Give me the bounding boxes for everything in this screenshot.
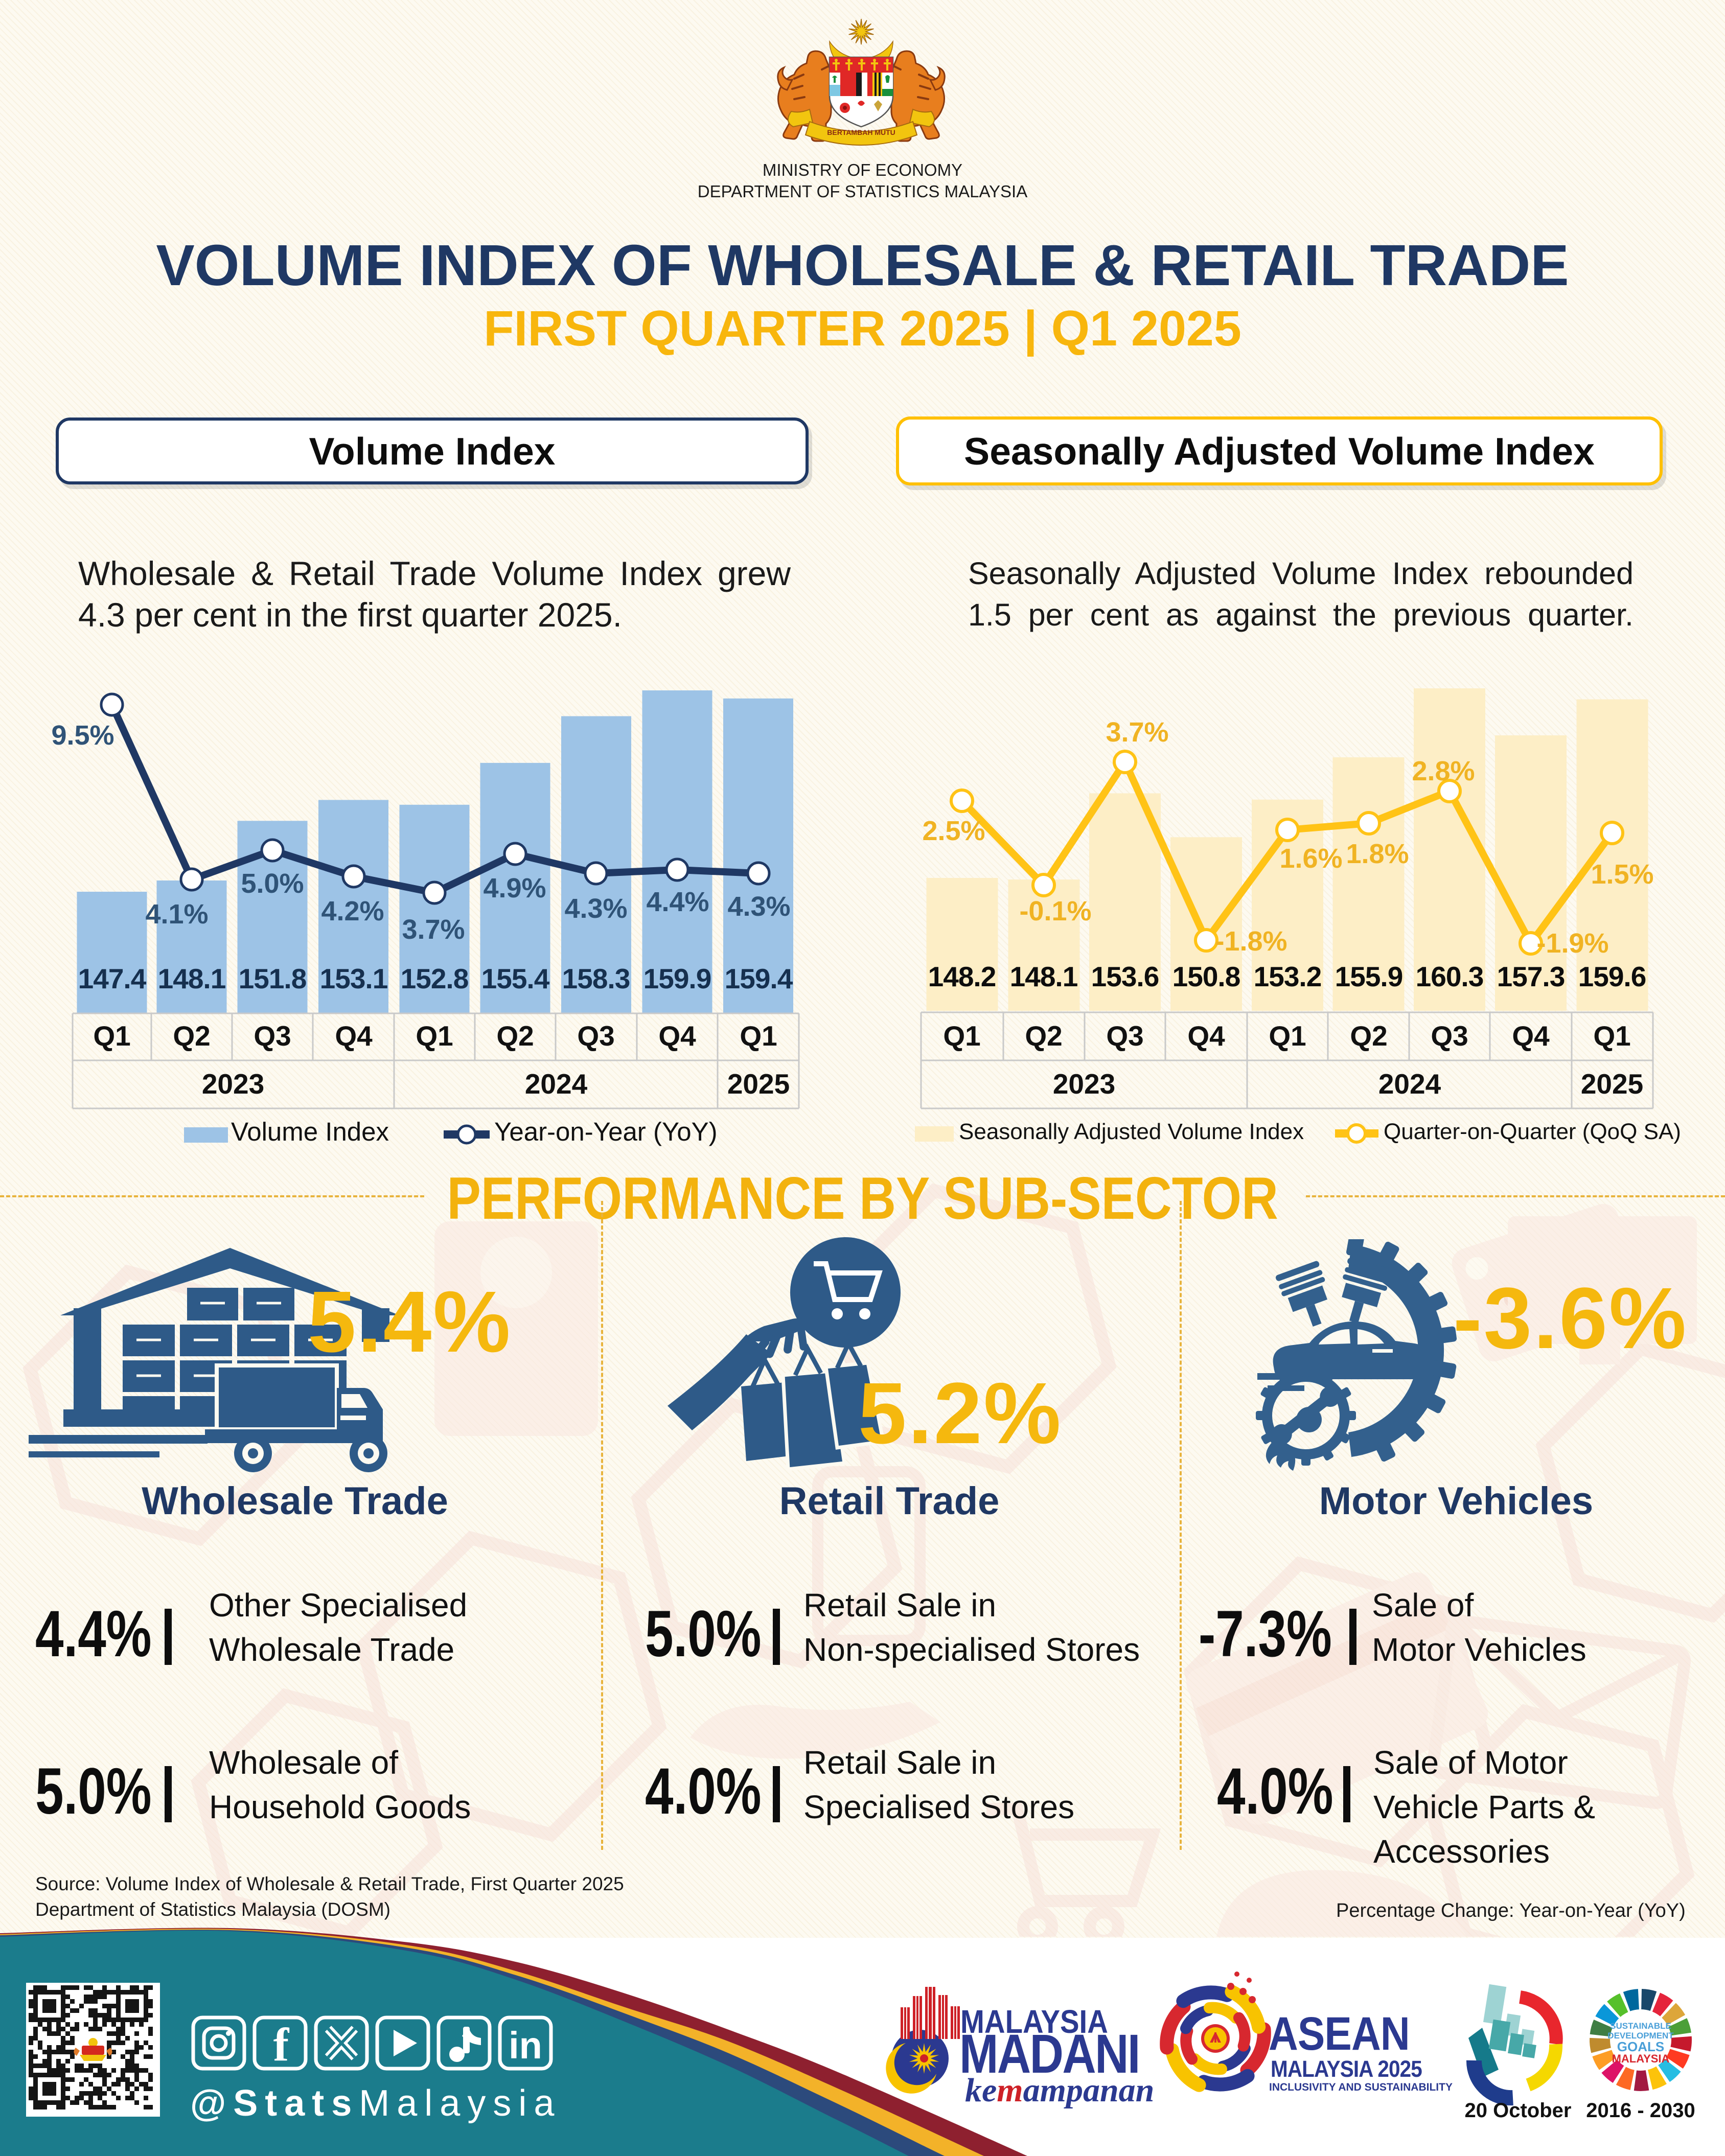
- svg-text:148.2: 148.2: [928, 961, 996, 992]
- svg-text:Q2: Q2: [173, 1020, 210, 1052]
- svg-text:2025: 2025: [1581, 1068, 1643, 1100]
- svg-text:2023: 2023: [1053, 1068, 1115, 1100]
- svg-text:2.5%: 2.5%: [922, 816, 985, 846]
- svg-text:Seasonally Adjusted Volume Ind: Seasonally Adjusted Volume Index: [959, 1119, 1304, 1144]
- svg-text:4.3%: 4.3%: [727, 891, 790, 922]
- svg-text:MALAYSIA: MALAYSIA: [960, 2003, 1108, 2040]
- svg-text:Q1: Q1: [1269, 1020, 1306, 1052]
- svg-text:f: f: [273, 2019, 290, 2071]
- svg-text:SUSTAINABLE: SUSTAINABLE: [1610, 2021, 1671, 2031]
- svg-text:148.1: 148.1: [158, 963, 226, 994]
- svg-text:159.6: 159.6: [1578, 961, 1646, 992]
- svg-text:Q1: Q1: [1593, 1020, 1630, 1052]
- svg-text:Q2: Q2: [1350, 1020, 1387, 1052]
- svg-text:160.3: 160.3: [1416, 961, 1484, 992]
- svg-text:158.3: 158.3: [562, 963, 630, 994]
- svg-text:147.4: 147.4: [78, 963, 147, 994]
- svg-text:159.4: 159.4: [725, 963, 793, 994]
- svg-text:Q2: Q2: [1025, 1020, 1062, 1052]
- svg-text:Q4: Q4: [1187, 1020, 1225, 1052]
- svg-text:4.1%: 4.1%: [145, 899, 208, 930]
- svg-text:Q3: Q3: [1106, 1020, 1143, 1052]
- svg-text:4.4%: 4.4%: [646, 887, 709, 917]
- svg-text:Q1: Q1: [93, 1020, 130, 1052]
- svg-text:Q1: Q1: [416, 1020, 453, 1052]
- svg-text:2024: 2024: [1378, 1068, 1441, 1100]
- svg-text:1.6%: 1.6%: [1279, 843, 1342, 874]
- svg-text:150.8: 150.8: [1172, 961, 1240, 992]
- svg-text:Q1: Q1: [943, 1020, 980, 1052]
- svg-text:2016 - 2030: 2016 - 2030: [1586, 2099, 1695, 2122]
- svg-text:ASEAN: ASEAN: [1269, 2008, 1410, 2060]
- svg-text:Q3: Q3: [577, 1020, 614, 1052]
- svg-text:Q1: Q1: [740, 1020, 777, 1052]
- svg-text:4.2%: 4.2%: [321, 896, 384, 926]
- svg-text:153.2: 153.2: [1254, 961, 1322, 992]
- svg-text:153.1: 153.1: [320, 963, 388, 994]
- svg-text:9.5%: 9.5%: [51, 720, 114, 751]
- svg-text:148.1: 148.1: [1010, 961, 1078, 992]
- svg-text:Q4: Q4: [658, 1020, 696, 1052]
- svg-text:5.0%: 5.0%: [241, 868, 304, 899]
- svg-text:Q4: Q4: [1512, 1020, 1550, 1052]
- svg-text:DEVELOPMENT: DEVELOPMENT: [1607, 2031, 1674, 2041]
- svg-text:2023: 2023: [202, 1068, 264, 1100]
- svg-text:153.6: 153.6: [1091, 961, 1159, 992]
- svg-text:Q3: Q3: [1431, 1020, 1468, 1052]
- svg-text:Year-on-Year (YoY): Year-on-Year (YoY): [494, 1117, 718, 1146]
- svg-text:1.8%: 1.8%: [1346, 839, 1409, 869]
- svg-text:MADANI: MADANI: [959, 2023, 1139, 2085]
- svg-text:in: in: [509, 2024, 542, 2067]
- svg-text:155.4: 155.4: [481, 963, 550, 994]
- svg-text:3.7%: 3.7%: [402, 914, 465, 945]
- svg-text:Quarter-on-Quarter (QoQ SA): Quarter-on-Quarter (QoQ SA): [1384, 1119, 1681, 1144]
- svg-text:155.9: 155.9: [1335, 961, 1403, 992]
- svg-text:Q3: Q3: [254, 1020, 291, 1052]
- svg-text:Q4: Q4: [335, 1020, 373, 1052]
- svg-text:3.7%: 3.7%: [1106, 717, 1168, 748]
- svg-text:-1.9%: -1.9%: [1536, 928, 1608, 959]
- svg-text:INCLUSIVITY AND SUSTAINABILITY: INCLUSIVITY AND SUSTAINABILITY: [1269, 2081, 1453, 2093]
- svg-text:2024: 2024: [525, 1068, 588, 1100]
- svg-text:159.9: 159.9: [643, 963, 711, 994]
- svg-text:GOALS: GOALS: [1617, 2039, 1664, 2054]
- svg-text:MALAYSIA 2025: MALAYSIA 2025: [1271, 2056, 1422, 2082]
- svg-text:Q2: Q2: [496, 1020, 534, 1052]
- svg-text:4.3%: 4.3%: [564, 893, 627, 924]
- svg-text:4.9%: 4.9%: [483, 873, 546, 903]
- svg-text:2.8%: 2.8%: [1412, 756, 1475, 786]
- svg-text:kemampanan: kemampanan: [965, 2072, 1154, 2109]
- svg-text:MALAYSIA: MALAYSIA: [1612, 2052, 1670, 2065]
- svg-text:152.8: 152.8: [401, 963, 469, 994]
- svg-text:20 October: 20 October: [1465, 2099, 1572, 2122]
- svg-text:151.8: 151.8: [239, 963, 307, 994]
- svg-text:@StatsMalaysia: @StatsMalaysia: [190, 2083, 561, 2124]
- svg-text:2025: 2025: [727, 1068, 790, 1100]
- svg-text:-1.8%: -1.8%: [1215, 926, 1287, 957]
- svg-text:157.3: 157.3: [1497, 961, 1565, 992]
- svg-text:Volume Index: Volume Index: [231, 1117, 389, 1146]
- svg-text:-0.1%: -0.1%: [1019, 896, 1091, 926]
- svg-text:BERTAMBAH MUTU: BERTAMBAH MUTU: [827, 128, 895, 136]
- svg-text:1.5%: 1.5%: [1591, 859, 1653, 890]
